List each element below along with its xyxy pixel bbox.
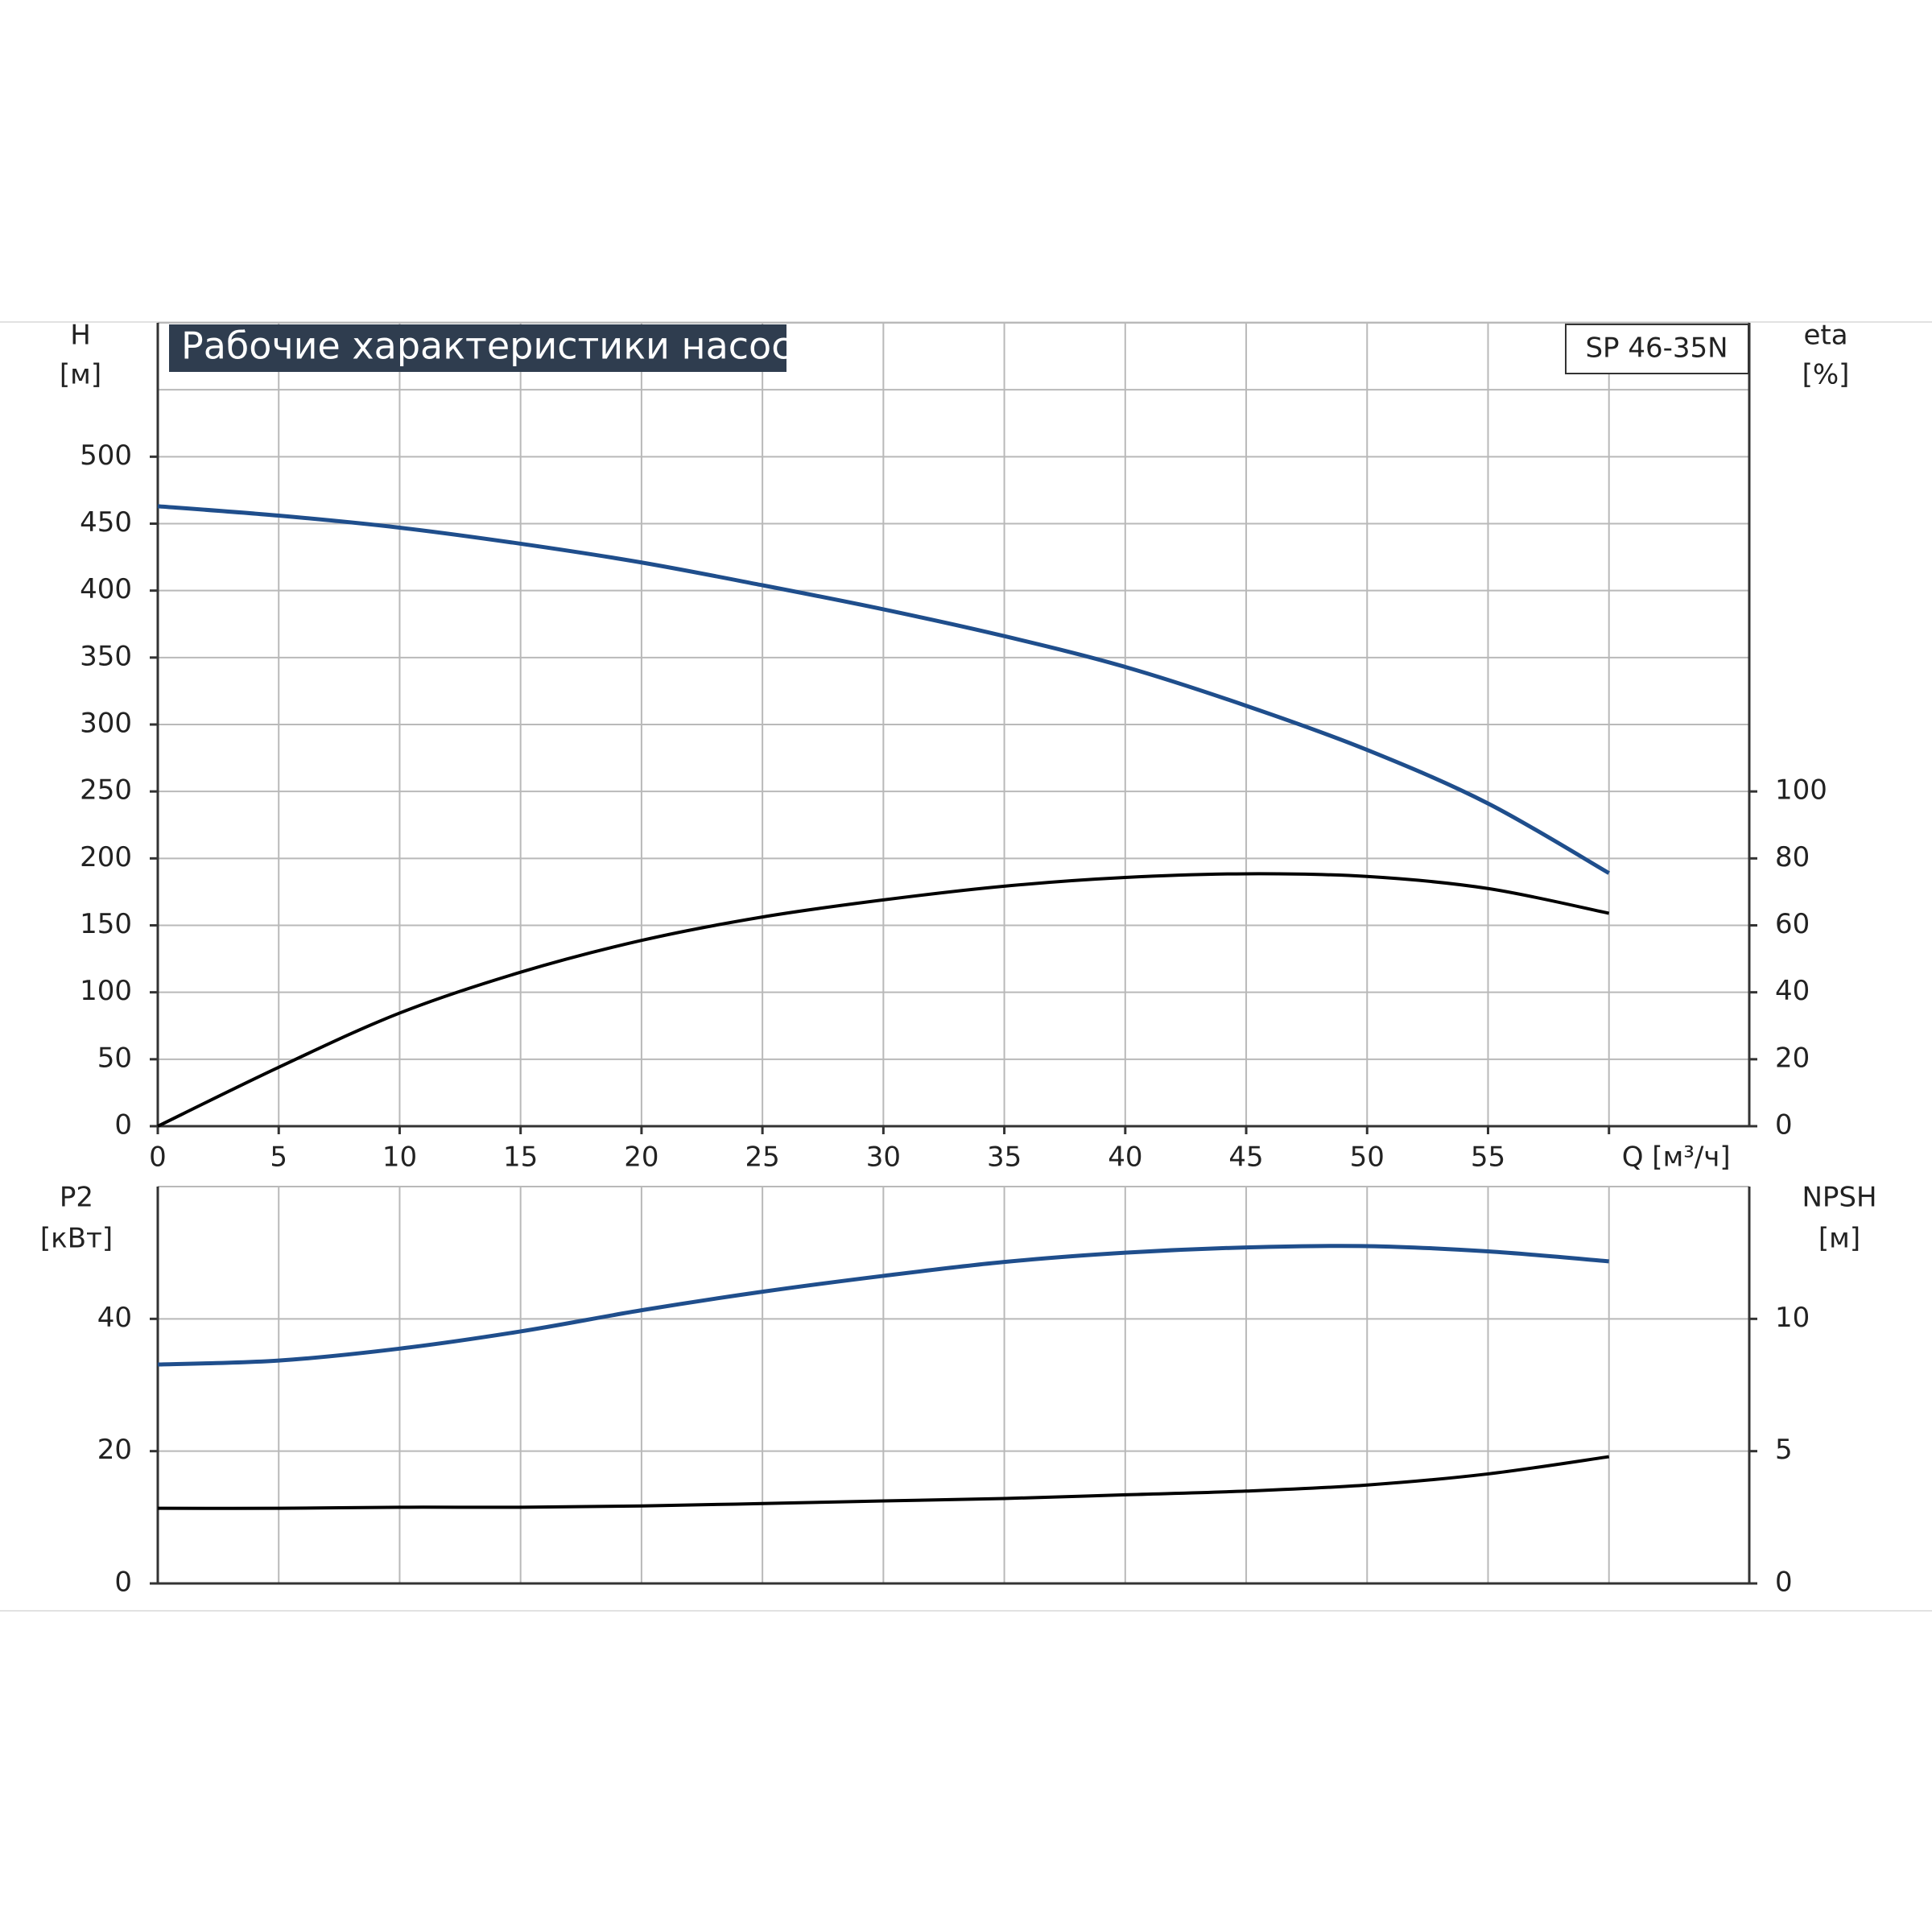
y-tick-label: 500 <box>80 440 132 472</box>
y-tick-label: 150 <box>80 908 132 940</box>
x-tick-label: 35 <box>987 1141 1022 1174</box>
y-tick-label: 50 <box>97 1042 132 1074</box>
chart-title: Рабочие характеристики насоса <box>181 324 815 368</box>
model-label: SP 46-35N <box>1585 332 1728 365</box>
y-tick-label: 400 <box>80 573 132 605</box>
y2-axis-label: eta <box>1803 320 1847 352</box>
x-tick-label: 45 <box>1228 1141 1263 1174</box>
y-tick-label: 300 <box>80 708 132 740</box>
x-tick-label: 55 <box>1471 1141 1505 1174</box>
y-axis-label: P2 <box>60 1182 93 1214</box>
y-tick-label: 350 <box>80 640 132 672</box>
curve <box>157 1455 1610 1510</box>
y-axis-unit: [м] <box>60 359 101 391</box>
y-tick-label: 450 <box>80 506 132 539</box>
y2-tick-label: 0 <box>1775 1109 1793 1141</box>
model-box <box>1565 324 1749 374</box>
y-tick-label: 0 <box>114 1567 132 1599</box>
title-box <box>169 324 786 372</box>
y2-axis-unit: [м] <box>1818 1223 1860 1255</box>
y2-tick-label: 60 <box>1775 908 1810 940</box>
y2-tick-label: 5 <box>1775 1434 1793 1466</box>
y-tick-label: 0 <box>114 1109 132 1141</box>
y2-tick-label: 100 <box>1775 774 1827 807</box>
y2-axis-unit: [%] <box>1802 359 1850 391</box>
y-tick-label: 250 <box>80 774 132 807</box>
y2-axis-label: NPSH <box>1802 1182 1876 1214</box>
x-tick-label: 40 <box>1108 1141 1142 1174</box>
x-tick-label: 20 <box>624 1141 658 1174</box>
y-tick-label: 20 <box>97 1434 132 1466</box>
x-tick-label: 25 <box>745 1141 780 1174</box>
x-tick-label: 50 <box>1350 1141 1385 1174</box>
curve <box>157 1244 1609 1367</box>
y-axis-label: H <box>70 320 91 352</box>
x-tick-label: 0 <box>149 1141 167 1174</box>
x-tick-label: 30 <box>866 1141 901 1174</box>
y2-tick-label: 40 <box>1775 975 1810 1007</box>
y-tick-label: 40 <box>97 1302 132 1334</box>
y2-tick-label: 0 <box>1775 1567 1793 1599</box>
curve <box>157 504 1610 875</box>
y2-tick-label: 20 <box>1775 1042 1810 1074</box>
y-axis-unit: [кВт] <box>40 1223 113 1255</box>
x-tick-label: 10 <box>382 1141 417 1174</box>
y-tick-label: 100 <box>80 975 132 1007</box>
plots: 0 5 10 15 20 25 30 35 40 45 50 55 Q [м³/ч]0501001502… <box>80 322 1827 1599</box>
x-tick-label: 15 <box>503 1141 538 1174</box>
curve <box>157 872 1610 1128</box>
x-tick-label: 5 <box>270 1141 287 1174</box>
y-tick-label: 200 <box>80 841 132 873</box>
y2-tick-label: 80 <box>1775 841 1810 873</box>
x-axis-label: Q [м³/ч] <box>1622 1141 1731 1174</box>
y2-tick-label: 10 <box>1775 1302 1810 1334</box>
